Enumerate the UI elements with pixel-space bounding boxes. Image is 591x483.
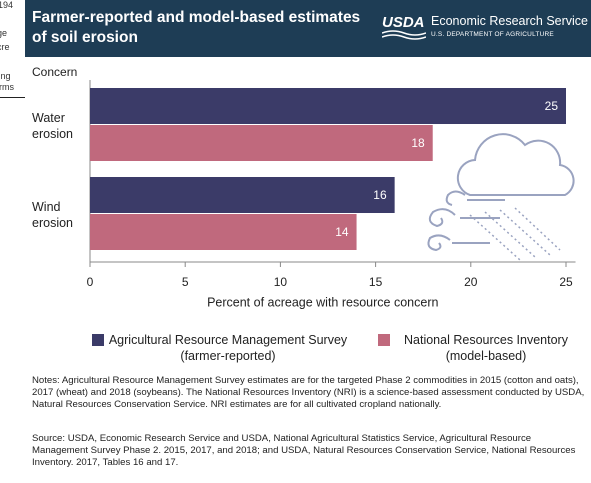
weather-icon (427, 133, 575, 261)
x-tick-label: 10 (274, 275, 288, 289)
data-label: 14 (335, 225, 349, 239)
header-title: Farmer-reported and model-based estimate… (32, 9, 361, 46)
bar (90, 214, 357, 250)
source: Source: USDA, Economic Research Service … (32, 433, 576, 468)
legend-label: Agricultural Resource Management Survey … (108, 333, 348, 363)
data-label: 25 (545, 99, 559, 113)
legend-swatch (92, 334, 104, 346)
legend-swatch (378, 334, 390, 346)
background-fragments: 194 age acre singarms (0, 0, 25, 110)
bar (90, 125, 433, 161)
logo: USDA (382, 14, 425, 31)
x-axis-label: Percent of acreage with resource concern (207, 295, 438, 309)
department: U.S. DEPARTMENT OF AGRICULTURE (431, 31, 554, 38)
data-label: 18 (411, 136, 425, 150)
x-tick-label: 25 (559, 275, 573, 289)
x-tick-label: 0 (87, 275, 94, 289)
x-tick-label: 20 (464, 275, 478, 289)
fragment-text: 194 (0, 0, 14, 10)
logo-waves (382, 30, 426, 40)
category-label: Wind erosion (32, 200, 73, 230)
legend-label: National Resources Inventory (model-base… (404, 333, 568, 363)
data-label: 16 (373, 188, 387, 202)
bar (90, 88, 566, 124)
fragment-text: arms (0, 82, 14, 92)
x-tick-label: 5 (182, 275, 189, 289)
y-axis-label: Concern (32, 65, 78, 79)
plot: 0 5 10 15 20 25 Percent of acreage with resour… (87, 80, 576, 309)
notes: Notes: Agricultural Resource Management … (32, 375, 585, 410)
fragment-text: sing (0, 71, 11, 81)
bar (90, 177, 395, 213)
category-label: Water erosion (32, 111, 73, 141)
fragment-text: acre (0, 42, 10, 52)
header-band: Farmer-reported and model-based estimate… (25, 0, 591, 57)
fragment-text: age (0, 28, 8, 38)
background-rule (0, 97, 25, 98)
x-tick-label: 15 (369, 275, 383, 289)
agency: Economic Research Service (431, 14, 589, 28)
